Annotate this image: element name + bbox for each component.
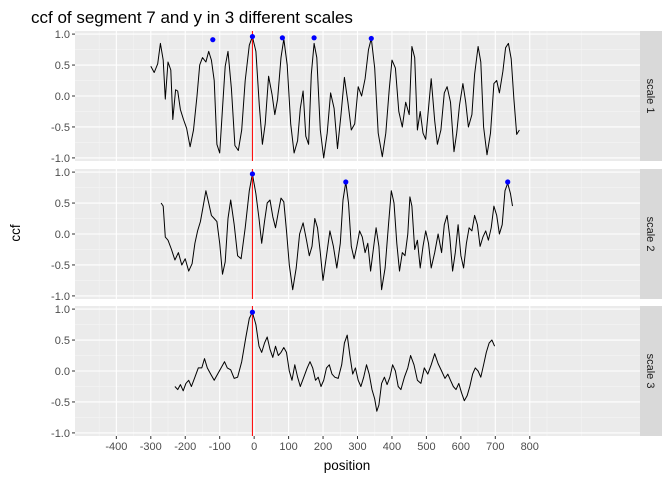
facet-strip-label: scale 3 [644,354,656,389]
y-tick-label: 1.0 [55,167,70,179]
y-tick-label: 1.0 [55,304,70,316]
x-tick-label: -300 [140,441,162,453]
peak-point [311,35,317,41]
facet-strip [640,169,662,299]
x-tick-label: -200 [174,441,196,453]
peak-point [343,179,349,185]
y-tick-label: -1.0 [51,153,70,165]
facet-strip [640,31,662,161]
y-tick-label: -0.5 [51,397,70,409]
x-tick-label: 100 [279,441,297,453]
y-tick-label: 1.0 [55,29,70,41]
y-tick-label: -0.5 [51,260,70,272]
peak-point [249,33,256,40]
ccf-series-line [174,311,496,412]
x-axis-title: position [324,458,371,473]
peak-point [279,35,285,41]
peak-point [249,171,256,177]
x-tick-label: 800 [521,441,539,453]
y-tick-label: 0.5 [55,335,70,347]
facet-panel: -1.0 -0.5 0.0 0.5 1.0 scale 1 [51,29,662,165]
y-tick-label: 0.5 [55,60,70,72]
ccf-series-line [160,173,513,291]
x-tick-label: 200 [314,441,332,453]
y-tick-label: 0.0 [55,91,70,103]
ccf-series-line [150,36,520,159]
facet-strip [640,306,662,436]
facet-strip-label: scale 2 [644,217,656,252]
peak-point [505,179,511,185]
x-tick-label: 300 [348,441,366,453]
facet-panel: -1.0 -0.5 0.0 0.5 1.0 scale 2 [51,167,662,303]
peak-point [368,35,374,42]
y-tick-label: -0.5 [51,122,70,134]
x-tick-label: 700 [486,441,504,453]
y-tick-label: -1.0 [51,291,70,303]
x-tick-label: -400 [105,441,127,453]
x-tick-label: 500 [417,441,435,453]
y-tick-label: 0.0 [55,229,70,241]
facet-panel: -1.0 -0.5 0.0 0.5 1.0 scale 3 [51,304,662,440]
x-tick-label: 0 [251,441,257,453]
peak-point [210,37,216,43]
y-tick-label: 0.0 [55,366,70,378]
x-tick-label: -100 [209,441,231,453]
chart-title: ccf of segment 7 and y in 3 different sc… [31,8,353,27]
facet-strip-label: scale 1 [644,79,656,114]
x-tick-label: 400 [383,441,401,453]
x-tick-label: 600 [452,441,470,453]
x-axis: -400 -300 -200 -100 0 100 200 300 400 500 600 700 80… [105,436,539,453]
y-tick-label: -1.0 [51,428,70,440]
y-tick-label: 0.5 [55,198,70,210]
y-axis-title: ccf [8,224,23,242]
peak-point [249,309,256,315]
facet-panels: -1.0 -0.5 0.0 0.5 1.0 scale 1 -1.0 -0.5 0.0 0.5 1.… [51,29,662,440]
